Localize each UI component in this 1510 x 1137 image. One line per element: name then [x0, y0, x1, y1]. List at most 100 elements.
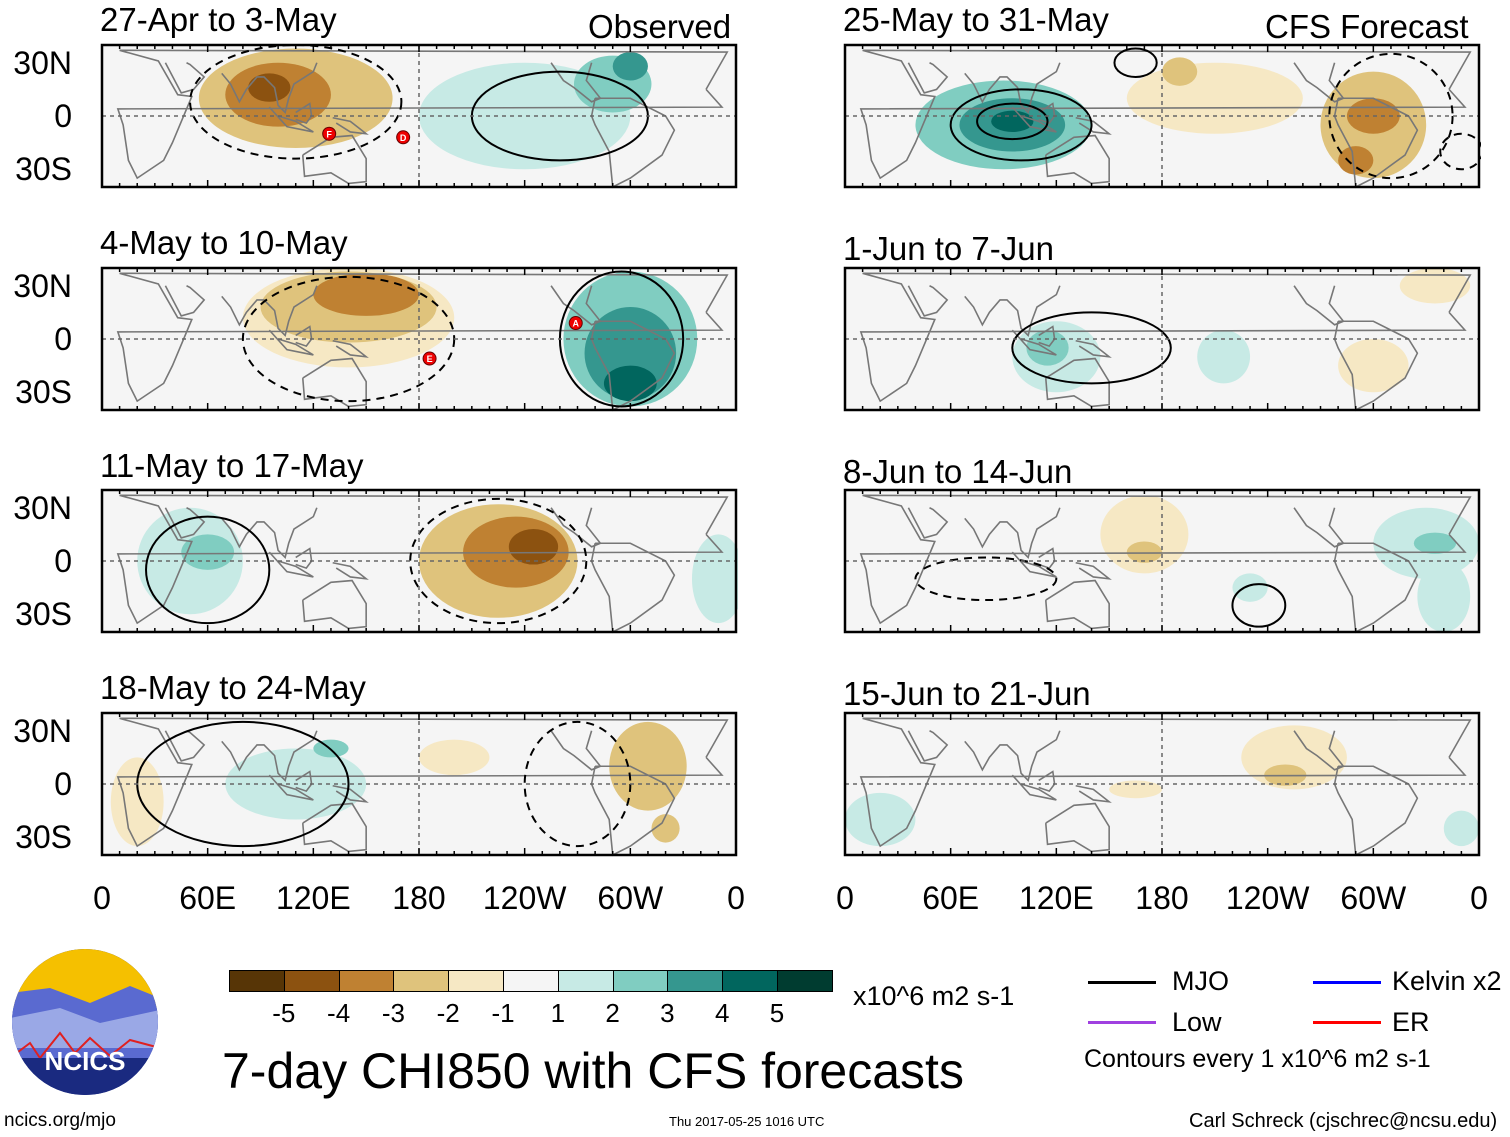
- figure-title: 7-day CHI850 with CFS forecasts: [222, 1043, 964, 1099]
- legend-label-mjo: MJO: [1172, 966, 1229, 996]
- anomaly-shading: [609, 721, 687, 811]
- svg-text:D: D: [400, 133, 407, 143]
- mjo-contour: [189, 44, 403, 160]
- y-tick-label: 0: [54, 98, 72, 134]
- svg-text:E: E: [427, 354, 433, 364]
- coastline: [332, 339, 369, 358]
- storm-marker: E: [422, 351, 437, 366]
- coastline: [1044, 134, 1110, 185]
- panel-title: 18-May to 24-May: [100, 669, 366, 706]
- colorbar-swatch: [393, 970, 450, 992]
- y-tick-label: 0: [54, 321, 72, 357]
- coastline: [907, 507, 949, 539]
- coastline: [268, 774, 314, 801]
- colorbar-swatch: [448, 970, 504, 992]
- colorbar-swatch: [777, 970, 833, 992]
- coastline: [116, 49, 729, 180]
- colorbar-swatch: [503, 970, 559, 992]
- footer-url[interactable]: ncics.org/mjo: [4, 1110, 116, 1131]
- mjo-contour: [1439, 132, 1481, 171]
- anomaly-shading: [419, 739, 490, 776]
- x-tick-label: 180: [1135, 880, 1189, 916]
- x-tick-label: 0: [93, 880, 111, 916]
- y-tick-label: 30S: [15, 374, 72, 411]
- colorbar-label: -5: [272, 998, 296, 1028]
- map-panel: [843, 43, 1481, 189]
- panel-title: 4-May to 10-May: [100, 224, 348, 261]
- mjo-contour: [1231, 583, 1287, 628]
- map-panel: [843, 711, 1481, 857]
- coastline: [1075, 561, 1112, 580]
- anomaly-shading: [1232, 573, 1268, 602]
- x-tick-label: 120E: [275, 880, 351, 916]
- y-tick-label: 0: [54, 543, 72, 579]
- legend-line-mjo: [1088, 981, 1156, 984]
- y-tick-label: 0: [54, 766, 72, 802]
- colorbar-swatch: [612, 970, 669, 992]
- coastline: [221, 62, 318, 115]
- mjo-contour: [914, 556, 1058, 602]
- coastline: [550, 730, 602, 771]
- anomaly-shading: [691, 534, 738, 624]
- storm-marker: D: [396, 130, 411, 145]
- legend-line-low: [1088, 1021, 1156, 1024]
- x-tick-label: 60W: [1340, 880, 1407, 916]
- y-tick-label: 30S: [15, 151, 72, 188]
- legend-label-er: ER: [1392, 1007, 1430, 1037]
- colorbar-label: -1: [491, 998, 515, 1028]
- coastline: [1011, 551, 1057, 578]
- colorbar-swatch: [667, 970, 724, 992]
- anomaly-shading: [1399, 268, 1471, 304]
- coastline: [1044, 579, 1110, 630]
- x-tick-label: 0: [727, 880, 745, 916]
- anomaly-shading: [1338, 146, 1374, 175]
- coastline: [1011, 774, 1057, 801]
- coastline: [590, 765, 676, 857]
- coastline: [332, 116, 369, 135]
- colorbar-label: 4: [714, 998, 730, 1028]
- svg-text:A: A: [572, 319, 579, 329]
- coastline: [590, 542, 676, 634]
- coastline: [1333, 97, 1419, 189]
- coastline: [268, 329, 314, 356]
- colorbar-units: x10^6 m2 s-1: [853, 981, 1015, 1011]
- column-label-forecast: CFS Forecast: [1265, 8, 1469, 45]
- coastline: [116, 272, 729, 403]
- anomaly-shading: [1413, 532, 1457, 554]
- mjo-contour: [1328, 52, 1454, 180]
- x-tick-label: 120E: [1018, 880, 1094, 916]
- contour-note: Contours every 1 x10^6 m2 s-1: [1084, 1045, 1431, 1073]
- ncics-logo: NCICS: [12, 949, 158, 1095]
- mjo-contour: [145, 515, 271, 625]
- coastline: [301, 802, 367, 853]
- y-tick-label: 30N: [13, 489, 72, 526]
- x-tick-label: 0: [1470, 880, 1488, 916]
- mjo-contour: [1011, 311, 1172, 385]
- coastline: [1333, 542, 1419, 634]
- coastline: [1293, 62, 1345, 103]
- coastline: [1333, 320, 1419, 412]
- colorbar-label: -4: [327, 998, 351, 1028]
- storm-marker: A: [568, 316, 583, 331]
- coastline: [964, 285, 1061, 338]
- mjo-contour: [1113, 47, 1158, 78]
- coastline: [907, 730, 949, 762]
- anomaly-shading: [991, 110, 1034, 132]
- mjo-contour: [409, 497, 588, 625]
- x-tick-label: 180: [392, 880, 446, 916]
- anomaly-shading: [1026, 330, 1069, 366]
- coastline: [964, 62, 1061, 115]
- coastline: [1293, 730, 1345, 771]
- anomaly-shading: [845, 792, 916, 847]
- panel-title: 1-Jun to 7-Jun: [843, 230, 1054, 267]
- panel-title: 15-Jun to 21-Jun: [843, 675, 1091, 712]
- anomaly-shading: [110, 757, 164, 847]
- colorbar-swatch: [338, 970, 395, 992]
- anomaly-shading: [1443, 810, 1479, 847]
- anomaly-shading: [1197, 330, 1251, 384]
- y-tick-label: 30N: [13, 44, 72, 81]
- map-panel: [843, 266, 1481, 412]
- svg-text:NCICS: NCICS: [45, 1046, 126, 1076]
- panel-title: 25-May to 31-May: [843, 1, 1109, 38]
